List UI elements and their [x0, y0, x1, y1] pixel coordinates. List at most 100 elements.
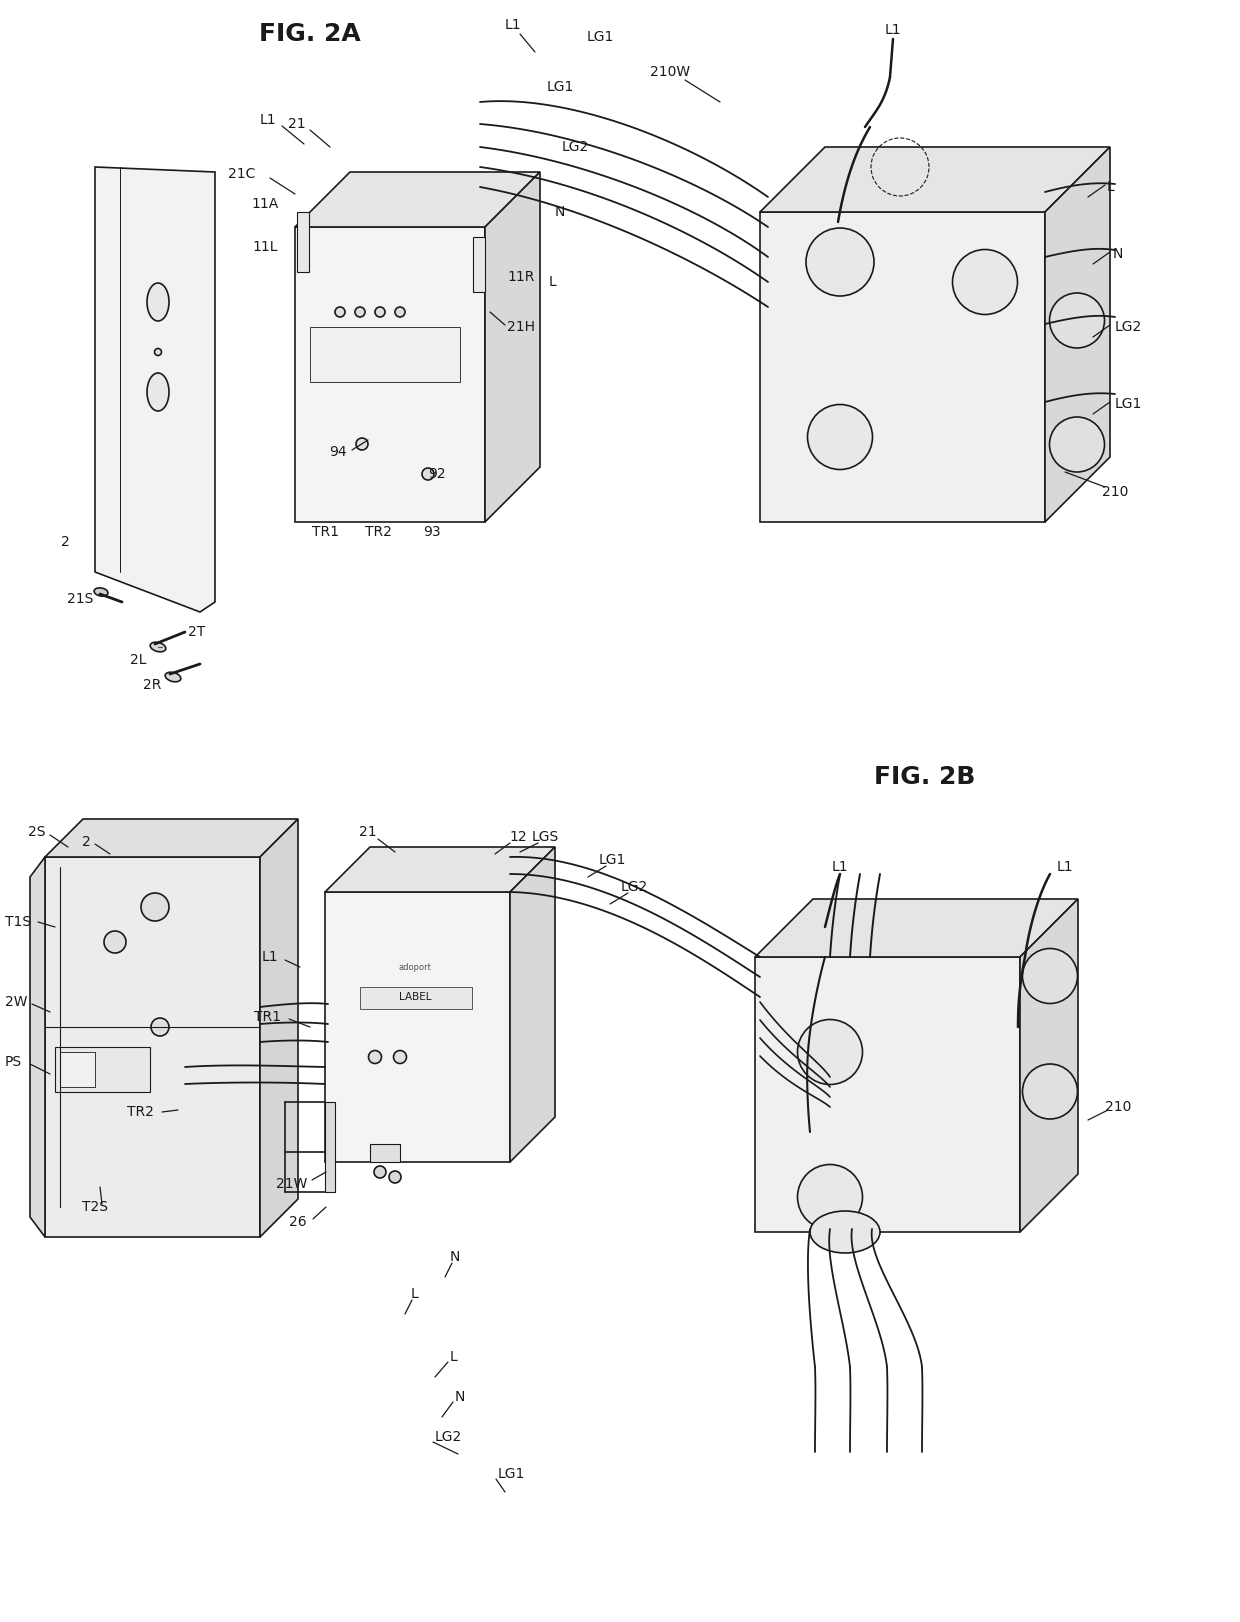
- Polygon shape: [45, 819, 298, 856]
- Ellipse shape: [797, 1020, 863, 1085]
- Polygon shape: [260, 819, 298, 1238]
- Text: L1: L1: [884, 23, 901, 37]
- Text: TR1: TR1: [311, 526, 339, 539]
- Ellipse shape: [1023, 949, 1078, 1004]
- Ellipse shape: [356, 438, 368, 449]
- Ellipse shape: [92, 1054, 108, 1071]
- Text: LG1: LG1: [547, 79, 574, 94]
- Text: LG1: LG1: [498, 1466, 526, 1481]
- Text: LG1: LG1: [1115, 397, 1142, 410]
- Ellipse shape: [148, 282, 169, 321]
- Ellipse shape: [148, 373, 169, 410]
- Text: LG2: LG2: [1115, 320, 1142, 334]
- Ellipse shape: [1049, 294, 1105, 349]
- Text: TR2: TR2: [365, 526, 392, 539]
- Ellipse shape: [806, 229, 874, 295]
- Polygon shape: [325, 847, 556, 892]
- Polygon shape: [760, 148, 1110, 212]
- Ellipse shape: [807, 404, 873, 469]
- Text: L: L: [450, 1350, 458, 1364]
- Text: 12: 12: [510, 830, 527, 843]
- Ellipse shape: [141, 894, 169, 921]
- Text: 11L: 11L: [252, 240, 278, 255]
- Text: TR2: TR2: [126, 1105, 154, 1119]
- Text: 21S: 21S: [67, 592, 93, 607]
- Text: N: N: [554, 204, 565, 219]
- Text: FIG. 2A: FIG. 2A: [259, 23, 361, 45]
- Text: 21W: 21W: [277, 1178, 308, 1191]
- Text: 21H: 21H: [507, 320, 534, 334]
- Polygon shape: [755, 899, 1078, 957]
- Text: 21C: 21C: [228, 167, 255, 182]
- Polygon shape: [485, 172, 539, 522]
- Ellipse shape: [150, 642, 166, 652]
- Polygon shape: [1045, 148, 1110, 522]
- Text: L: L: [1106, 180, 1114, 195]
- Text: 11R: 11R: [507, 269, 534, 284]
- Bar: [472, 237, 485, 292]
- Text: L1: L1: [1056, 860, 1074, 874]
- Text: 2: 2: [61, 535, 69, 548]
- Text: adoport: adoport: [398, 962, 432, 972]
- Text: LABEL: LABEL: [399, 993, 432, 1002]
- Text: 11A: 11A: [252, 196, 279, 211]
- Ellipse shape: [355, 307, 365, 316]
- Bar: [760, 212, 1045, 522]
- Text: 210: 210: [1102, 485, 1128, 500]
- Bar: [755, 957, 1021, 1233]
- Text: LG2: LG2: [562, 139, 589, 154]
- Ellipse shape: [396, 307, 405, 316]
- Text: N: N: [450, 1251, 460, 1264]
- Ellipse shape: [389, 1171, 401, 1182]
- Text: 92: 92: [428, 467, 446, 482]
- Text: 2T: 2T: [188, 624, 206, 639]
- Text: T1S: T1S: [5, 915, 31, 929]
- Polygon shape: [510, 847, 556, 1161]
- Text: LGS: LGS: [532, 830, 559, 843]
- Text: 210W: 210W: [650, 65, 691, 79]
- Text: 210: 210: [1105, 1100, 1131, 1114]
- Bar: [295, 227, 485, 522]
- Text: 93: 93: [423, 526, 440, 539]
- Polygon shape: [95, 167, 215, 611]
- Text: 21: 21: [288, 117, 306, 131]
- Text: 2L: 2L: [130, 654, 146, 667]
- Text: LG1: LG1: [587, 29, 614, 44]
- Text: L1: L1: [262, 950, 278, 963]
- Text: N: N: [455, 1390, 465, 1405]
- Ellipse shape: [335, 307, 345, 316]
- Ellipse shape: [797, 1165, 863, 1229]
- Ellipse shape: [810, 1212, 880, 1254]
- Bar: [45, 856, 260, 1238]
- Bar: [55, 1046, 150, 1092]
- Ellipse shape: [422, 469, 434, 480]
- Text: 94: 94: [329, 444, 347, 459]
- Ellipse shape: [1023, 1064, 1078, 1119]
- Text: 26: 26: [289, 1215, 306, 1229]
- Bar: [325, 892, 510, 1161]
- Text: L1: L1: [832, 860, 848, 874]
- Bar: [325, 1101, 335, 1192]
- Text: L1: L1: [505, 18, 521, 32]
- Text: 2R: 2R: [143, 678, 161, 693]
- Ellipse shape: [155, 349, 161, 355]
- Ellipse shape: [952, 250, 1018, 315]
- Bar: [60, 1053, 95, 1087]
- Text: LG2: LG2: [435, 1431, 463, 1444]
- Text: TR1: TR1: [254, 1011, 281, 1023]
- Text: L: L: [412, 1286, 419, 1301]
- Ellipse shape: [374, 307, 384, 316]
- Ellipse shape: [165, 672, 181, 681]
- Ellipse shape: [1049, 417, 1105, 472]
- Polygon shape: [1021, 899, 1078, 1233]
- Text: L: L: [549, 276, 557, 289]
- Bar: [310, 328, 460, 383]
- Ellipse shape: [368, 1051, 382, 1064]
- Text: FIG. 2B: FIG. 2B: [874, 766, 976, 788]
- Text: 2S: 2S: [29, 826, 46, 839]
- Ellipse shape: [393, 1051, 407, 1064]
- Ellipse shape: [151, 1019, 169, 1036]
- Bar: [370, 1144, 401, 1161]
- Text: T2S: T2S: [82, 1200, 108, 1213]
- Polygon shape: [30, 856, 45, 1238]
